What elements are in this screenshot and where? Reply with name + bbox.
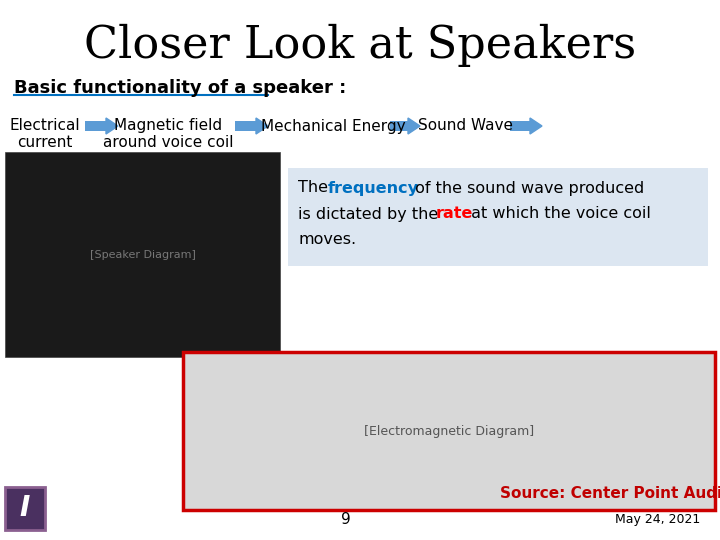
- Text: rate: rate: [436, 206, 473, 221]
- Text: Basic functionality of a speaker :: Basic functionality of a speaker :: [14, 79, 346, 97]
- Bar: [235, 121, 256, 131]
- Text: Electrical
current: Electrical current: [9, 118, 81, 151]
- Bar: [5, 487, 45, 530]
- Polygon shape: [530, 118, 542, 134]
- Text: moves.: moves.: [298, 233, 356, 247]
- Polygon shape: [408, 118, 420, 134]
- Text: Sound Wave: Sound Wave: [418, 118, 513, 133]
- Text: I: I: [20, 495, 30, 523]
- Text: Source: Center Point Audio: Source: Center Point Audio: [500, 487, 720, 502]
- Text: is dictated by the: is dictated by the: [298, 206, 444, 221]
- Text: The: The: [298, 180, 333, 195]
- Text: of the sound wave produced: of the sound wave produced: [410, 180, 644, 195]
- FancyBboxPatch shape: [288, 168, 708, 266]
- Text: at which the voice coil: at which the voice coil: [466, 206, 651, 221]
- Bar: [510, 121, 530, 131]
- Polygon shape: [106, 118, 118, 134]
- Text: [Electromagnetic Diagram]: [Electromagnetic Diagram]: [364, 424, 534, 437]
- Bar: [183, 352, 715, 510]
- Text: frequency: frequency: [328, 180, 419, 195]
- Text: [Speaker Diagram]: [Speaker Diagram]: [89, 249, 195, 260]
- Text: Closer Look at Speakers: Closer Look at Speakers: [84, 23, 636, 66]
- Text: 9: 9: [341, 512, 351, 528]
- Polygon shape: [256, 118, 268, 134]
- Bar: [85, 121, 106, 131]
- Bar: [5, 152, 280, 357]
- Text: Magnetic field
around voice coil: Magnetic field around voice coil: [103, 118, 233, 151]
- Text: May 24, 2021: May 24, 2021: [616, 514, 701, 526]
- Bar: [390, 121, 408, 131]
- Text: Mechanical Energy: Mechanical Energy: [261, 118, 405, 133]
